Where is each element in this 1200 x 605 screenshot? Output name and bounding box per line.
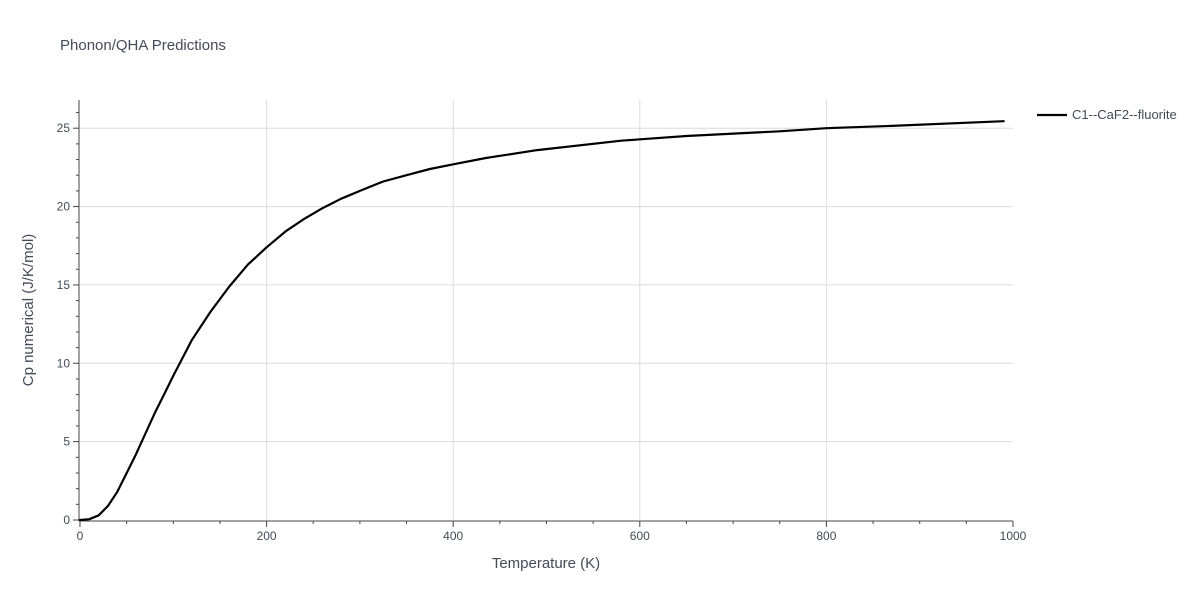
y-axis-title: Cp numerical (J/K/mol)	[20, 234, 37, 387]
x-tick-label: 0	[77, 529, 84, 543]
x-tick-label: 1000	[1000, 529, 1027, 543]
y-tick-label: 5	[63, 435, 70, 449]
x-tick-label: 400	[443, 529, 463, 543]
x-tick-label: 800	[816, 529, 836, 543]
x-axis-title: Temperature (K)	[492, 555, 600, 572]
x-tick-label: 200	[257, 529, 277, 543]
x-tick-label: 600	[630, 529, 650, 543]
grid	[80, 100, 1013, 520]
y-tick-label: 25	[57, 121, 71, 135]
axes: 0 200 400 600 800 1000 0 5 10 15 20 25	[57, 100, 1027, 543]
y-tick-label: 15	[57, 278, 71, 292]
series-layer	[78, 120, 1005, 522]
y-tick-label: 0	[63, 513, 70, 527]
legend-label: C1--CaF2--fluorite	[1072, 107, 1177, 122]
y-tick-label: 10	[57, 356, 71, 370]
y-tick-label: 20	[57, 200, 71, 214]
chart-title: Phonon/QHA Predictions	[60, 37, 226, 54]
series-line	[78, 120, 1005, 522]
legend[interactable]: C1--CaF2--fluorite	[1037, 107, 1177, 122]
